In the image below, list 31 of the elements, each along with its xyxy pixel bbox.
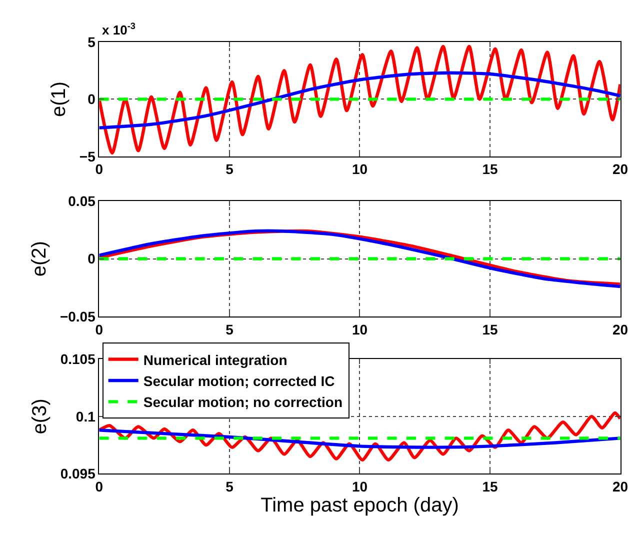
x-tick-label: 15 <box>482 321 498 338</box>
y-tick-label: 0 <box>88 250 96 267</box>
text: x 10$^{-3}$ <box>102 21 136 38</box>
y-tick-label: −5 <box>79 148 96 164</box>
x-tick-label: 10 <box>352 321 368 338</box>
x-tick-label: 5 <box>226 478 234 494</box>
y-axis-title: e(2) <box>28 240 50 277</box>
x-tick-label: 10 <box>352 161 368 178</box>
legend-label: Numerical integration <box>143 352 288 368</box>
legend-label: Secular motion; corrected IC <box>143 372 335 389</box>
x-tick-label: 5 <box>226 161 234 178</box>
x-tick-label: 15 <box>482 161 498 178</box>
x-axis-title: Time past epoch (day) <box>260 494 459 516</box>
line-series <box>99 428 620 449</box>
y-axis-title: e(1) <box>48 81 70 117</box>
y-tick-label: 0.105 <box>60 351 96 368</box>
x-tick-label: 20 <box>612 478 628 494</box>
y-axis-title: e(3) <box>28 398 51 434</box>
x-tick-label: 20 <box>612 161 628 178</box>
y-tick-label: 0.1 <box>76 408 96 424</box>
x-tick-label: 5 <box>226 321 234 338</box>
x-tick-label: 10 <box>352 478 368 494</box>
line-series <box>99 71 620 130</box>
y-tick-label: 0 <box>88 91 96 108</box>
x-tick-label: 15 <box>482 478 498 494</box>
legend-label: Secular motion; no correction <box>143 394 342 410</box>
y-tick-label: 5 <box>88 34 96 50</box>
y-tick-label: 0.095 <box>60 466 96 482</box>
x-tick-label: 20 <box>612 321 628 338</box>
y-tick-label: −0.05 <box>60 308 96 324</box>
y-tick-label: 0.05 <box>68 192 96 209</box>
